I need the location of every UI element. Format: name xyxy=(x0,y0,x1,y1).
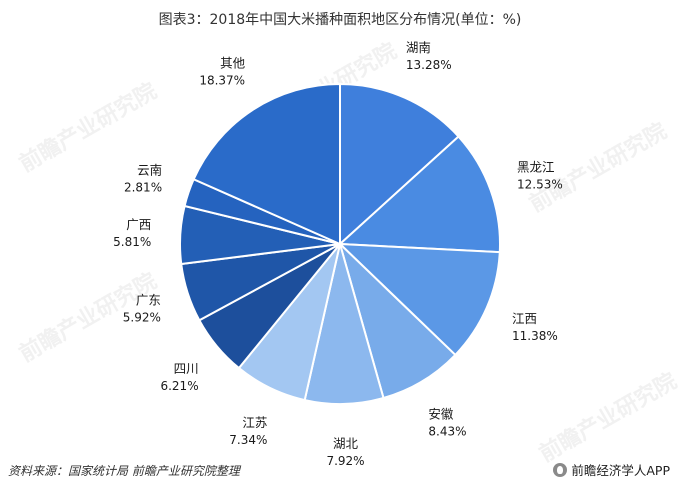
slice-label-value: 7.92% xyxy=(326,454,364,468)
pie-slice-3 xyxy=(338,240,457,400)
pie-slice-0 xyxy=(339,82,460,247)
slice-label-name: 黑龙江 xyxy=(517,159,555,174)
slice-label-name: 广西 xyxy=(126,217,151,232)
slice-label-name: 云南 xyxy=(137,162,162,177)
slice-label-value: 12.53% xyxy=(517,177,563,191)
slice-label-value: 8.43% xyxy=(428,425,466,439)
slice-label-name: 其他 xyxy=(220,56,246,71)
pie-slice-2 xyxy=(337,242,501,357)
slice-label-name: 安徽 xyxy=(428,407,454,422)
slice-label-value: 5.92% xyxy=(123,310,161,324)
brand-name: 前瞻经济学人APP xyxy=(571,463,670,478)
brand-logo-icon xyxy=(553,462,568,477)
brand-badge: 前瞻经济学人APP xyxy=(553,460,670,479)
slice-label-value: 6.21% xyxy=(160,379,198,393)
slice-label-name: 江苏 xyxy=(242,415,267,430)
slice-label-name: 湖南 xyxy=(406,40,431,55)
slice-label-name: 广东 xyxy=(136,292,161,307)
slice-label-value: 18.37% xyxy=(199,74,245,88)
slice-label-name: 江西 xyxy=(512,311,537,326)
slice-label-value: 11.38% xyxy=(512,329,558,343)
slice-label-value: 13.28% xyxy=(406,58,452,72)
pie-slice-10 xyxy=(192,82,341,246)
slice-label-name: 四川 xyxy=(174,361,199,376)
slice-label-value: 5.81% xyxy=(113,235,151,249)
pie-slice-1 xyxy=(337,135,501,254)
chart-title: 图表3：2018年中国大米播种面积地区分布情况(单位：%) xyxy=(158,12,522,28)
slice-label-value: 2.81% xyxy=(124,180,162,194)
slice-label-value: 7.34% xyxy=(229,433,267,447)
slice-label-name: 湖北 xyxy=(333,436,359,451)
source-note: 资料来源：国家统计局 前瞻产业研究院整理 xyxy=(8,464,240,478)
